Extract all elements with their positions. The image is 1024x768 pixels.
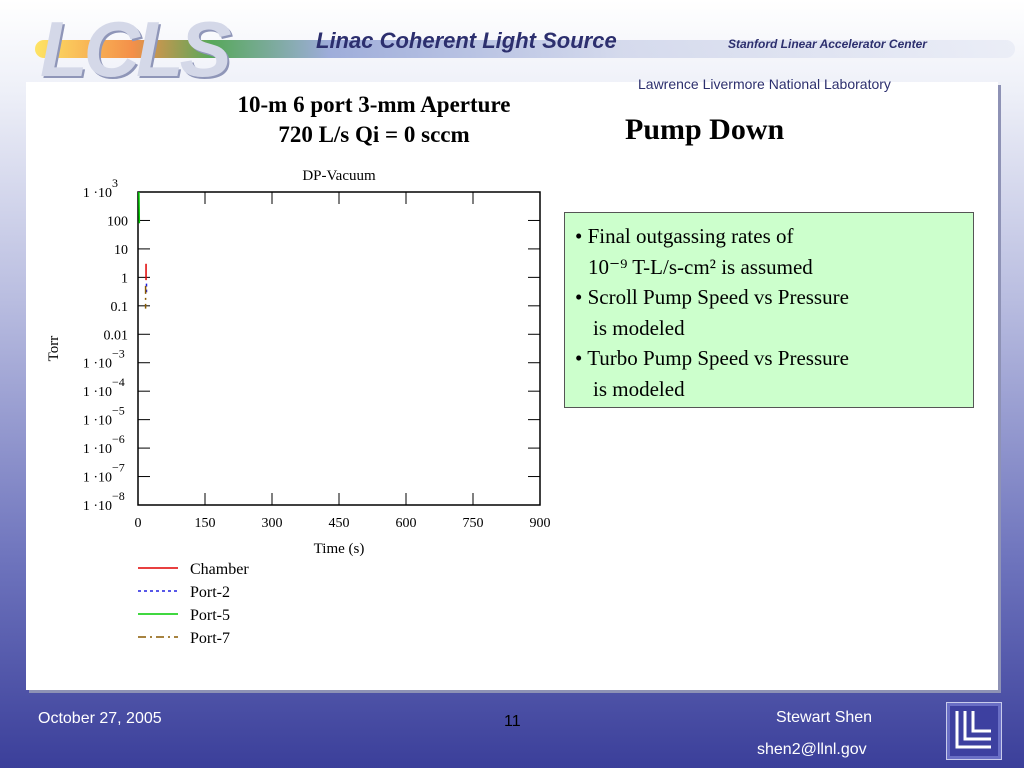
llnl-logo-icon bbox=[946, 702, 1002, 760]
plot-frame bbox=[137, 191, 541, 506]
y-tick-exponent: −7 bbox=[112, 461, 125, 475]
heading-line-1: 10-m 6 port 3-mm Aperture bbox=[237, 92, 511, 117]
x-tick-label: 900 bbox=[530, 516, 551, 531]
y-tick-label: 1 ·10 bbox=[83, 414, 112, 429]
lcls-logo: LCLS bbox=[40, 5, 232, 93]
y-tick-label: 1 ·10 bbox=[83, 385, 112, 400]
footer-page-number: 11 bbox=[504, 713, 521, 730]
llnl-logo-mark bbox=[955, 711, 991, 749]
y-tick-label: 1 ·10 bbox=[83, 442, 112, 457]
notes-box: • Final outgassing rates of 10⁻⁹ T-L/s-c… bbox=[564, 212, 974, 408]
y-tick-exponent: −6 bbox=[112, 432, 125, 446]
y-tick-label: 100 bbox=[107, 214, 128, 229]
note-line: • Turbo Pump Speed vs Pressure bbox=[575, 346, 849, 370]
y-tick-exponent: −8 bbox=[112, 489, 125, 503]
note-line: • Scroll Pump Speed vs Pressure bbox=[575, 285, 849, 309]
y-tick-exponent: −3 bbox=[112, 347, 125, 361]
y-tick-label: 0.1 bbox=[111, 300, 129, 315]
header-org-slac: Stanford Linear Accelerator Center bbox=[728, 37, 927, 51]
note-line: is modeled bbox=[593, 315, 685, 340]
x-tick-label: 150 bbox=[195, 516, 216, 531]
slide-header: LCLS Linac Coherent Light Source Stanfor… bbox=[0, 0, 1024, 100]
footer-email: shen2@llnl.gov bbox=[757, 741, 867, 758]
y-tick-label: 10 bbox=[114, 243, 128, 258]
legend-label: Chamber bbox=[190, 561, 249, 578]
pump-down-title: Pump Down bbox=[625, 113, 785, 146]
note-line: • Final outgassing rates of bbox=[575, 224, 794, 248]
footer-date: October 27, 2005 bbox=[38, 710, 162, 727]
x-tick-label: 450 bbox=[329, 516, 350, 531]
y-tick-label: 1 ·10 bbox=[83, 499, 112, 514]
legend-label: Port-5 bbox=[190, 607, 230, 624]
y-tick-label: 1 bbox=[121, 271, 128, 286]
header-stripe bbox=[35, 40, 1015, 58]
y-tick-label: 1 ·10 bbox=[83, 357, 112, 372]
x-tick-label: 300 bbox=[262, 516, 283, 531]
y-tick-exponent: 3 bbox=[112, 176, 118, 190]
y-tick-label: 1 ·10 bbox=[83, 471, 112, 486]
slide-heading: 10-m 6 port 3-mm Aperture 720 L/s Qi = 0… bbox=[200, 90, 548, 150]
y-tick-exponent: −4 bbox=[112, 375, 125, 389]
x-tick-label: 0 bbox=[135, 516, 142, 531]
chart-title: DP-Vacuum bbox=[302, 168, 376, 184]
footer-author: Stewart Shen bbox=[776, 709, 873, 726]
x-tick-label: 600 bbox=[396, 516, 417, 531]
header-title: Linac Coherent Light Source bbox=[316, 28, 617, 53]
y-axis-label: Torr bbox=[46, 336, 62, 362]
y-tick-label: 1 ·10 bbox=[83, 186, 112, 201]
heading-line-2: 720 L/s Qi = 0 sccm bbox=[278, 122, 470, 147]
header-org-llnl: Lawrence Livermore National Laboratory bbox=[638, 76, 891, 92]
legend-label: Port-2 bbox=[190, 584, 230, 601]
note-line: 10⁻⁹ T-L/s-cm² is assumed bbox=[588, 254, 813, 279]
legend-label: Port-7 bbox=[190, 630, 230, 647]
x-axis-label: Time (s) bbox=[314, 541, 365, 557]
note-line: is modeled bbox=[593, 376, 685, 401]
y-tick-exponent: −5 bbox=[112, 404, 125, 418]
x-tick-label: 750 bbox=[463, 516, 484, 531]
y-tick-label: 0.01 bbox=[104, 328, 129, 343]
